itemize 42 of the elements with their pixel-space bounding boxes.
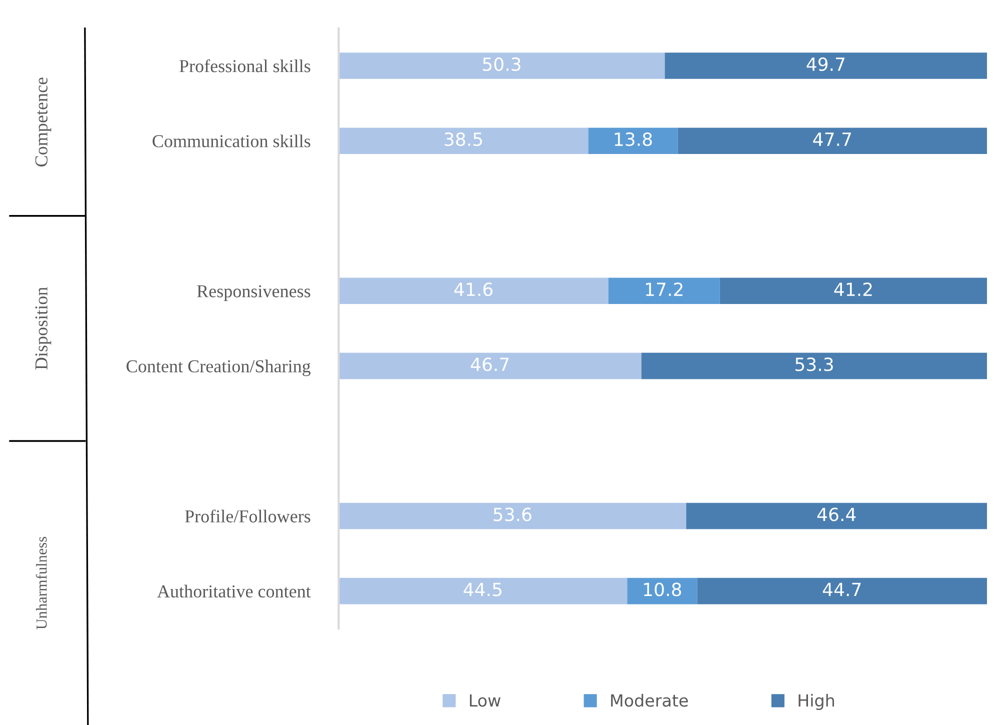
bar	[664, 52, 988, 79]
bar	[697, 578, 988, 604]
data-label: 44.5	[464, 582, 502, 596]
data-label: 49.7	[806, 57, 844, 72]
y-tick-label: Responsiveness	[197, 285, 310, 302]
bar	[678, 128, 988, 154]
bar	[338, 352, 642, 380]
text: Competence	[35, 78, 52, 166]
bar	[588, 128, 678, 154]
legend-label: Moderate	[611, 694, 688, 707]
bar	[641, 352, 988, 380]
data-label: 13.8	[614, 132, 652, 146]
legend-label: Low	[470, 694, 500, 707]
bar	[338, 278, 608, 304]
bar	[338, 578, 628, 604]
data-label: 41.2	[834, 282, 872, 296]
bar	[720, 278, 988, 304]
y-tick-label: Profile/Followers	[185, 510, 310, 522]
y-tick-label: Content Creation/Sharing	[126, 360, 311, 376]
data-label: 47.7	[813, 132, 851, 146]
data-label: 53.6	[494, 508, 532, 522]
data-label: 46.4	[817, 508, 856, 522]
bar	[608, 278, 720, 304]
bar	[338, 128, 588, 154]
text: Disposition	[35, 287, 52, 370]
text: Unharmfulness	[36, 536, 47, 630]
data-label: 53.3	[796, 358, 833, 372]
y-tick-label: Authoritative content	[157, 584, 311, 598]
legend-label: High	[798, 694, 834, 710]
bar	[627, 578, 698, 604]
data-label: 44.7	[822, 582, 861, 596]
data-label: 10.8	[644, 582, 682, 596]
data-label: 17.2	[646, 282, 682, 296]
y-tick-label: Professional skills	[179, 59, 310, 72]
data-label: 46.7	[470, 358, 509, 372]
bar	[338, 52, 665, 79]
data-label: 41.6	[454, 282, 492, 296]
data-label: 50.3	[483, 57, 520, 72]
bar	[686, 502, 988, 530]
y-tick-label: Communication skills	[152, 134, 310, 148]
bar	[338, 502, 686, 530]
data-label: 38.5	[444, 132, 482, 146]
